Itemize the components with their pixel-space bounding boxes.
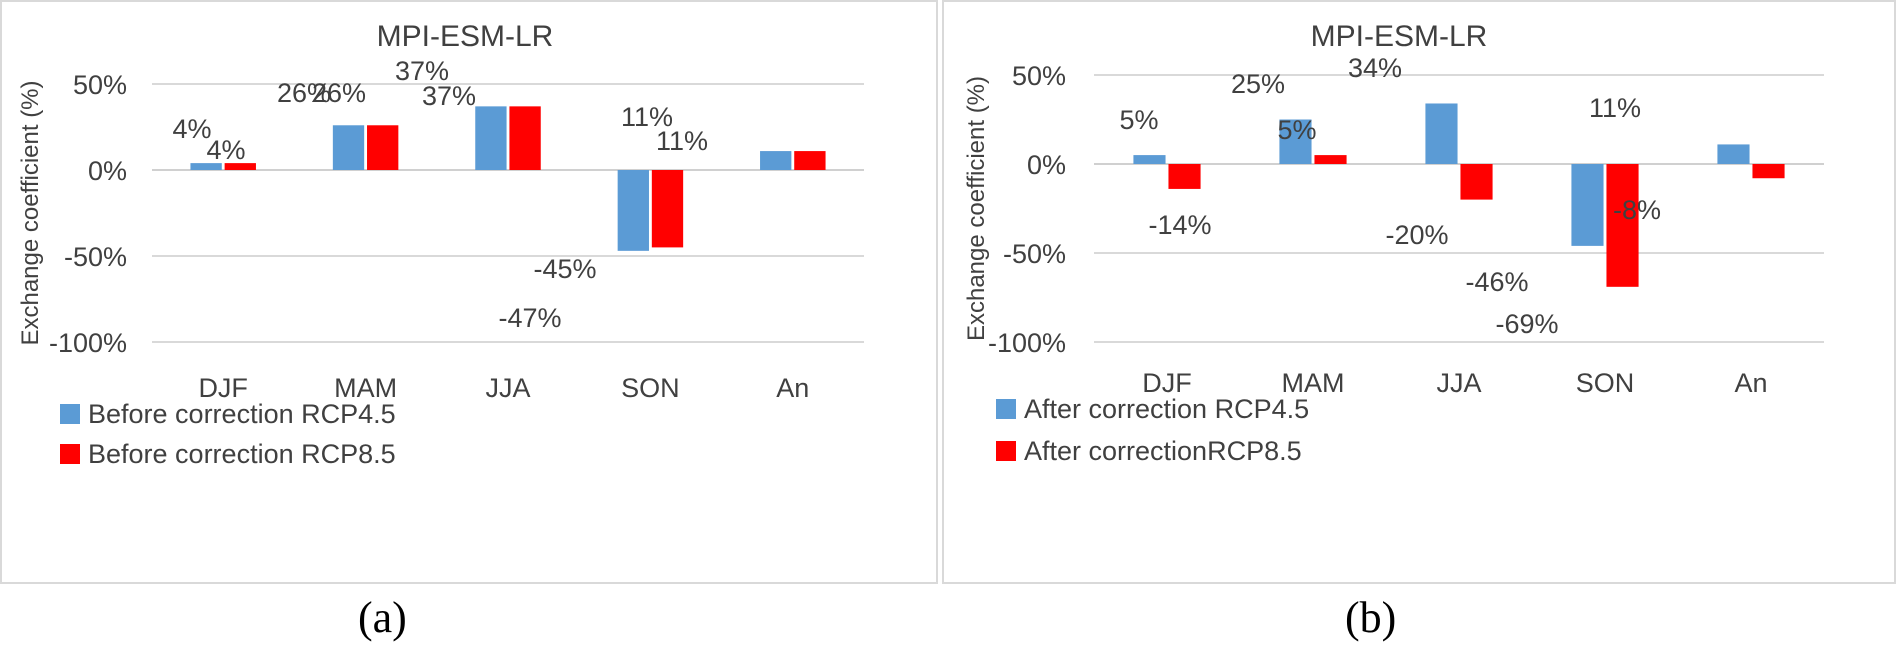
y-tick-label: 0%	[88, 156, 127, 186]
legend-label: After correction RCP4.5	[1024, 394, 1309, 424]
x-tick-label-son: SON	[1576, 368, 1635, 398]
bar-series1-mam	[332, 125, 365, 170]
bar-series1-djf	[1133, 155, 1166, 164]
x-tick-label-son: SON	[621, 373, 680, 403]
x-tick-label-djf: DJF	[198, 373, 248, 403]
chart-a: MPI-ESM-LR 50% 0% -50% -100%Exchange coeffic…	[17, 20, 864, 469]
chart-panel-b: MPI-ESM-LR 50% 0% -50% -100% Exchange coeffic…	[942, 0, 1896, 584]
legend-swatch	[60, 404, 80, 424]
bar-series2-son	[651, 170, 684, 248]
y-axis-label: Exchange coefficient (%)	[963, 76, 990, 341]
x-tick-label-djf: DJF	[1142, 368, 1192, 398]
legend-swatch	[996, 441, 1016, 461]
data-label: 11%	[656, 126, 708, 156]
y-tick-label: 50%	[1012, 61, 1066, 91]
data-label: -45%	[533, 254, 596, 284]
data-label: 5%	[1277, 115, 1316, 145]
y-tick-label: -50%	[64, 242, 127, 272]
legend-swatch	[996, 399, 1016, 419]
data-label: 34%	[1348, 53, 1402, 83]
bar-series2-jja	[1460, 164, 1493, 200]
bar-series1-jja	[1425, 103, 1458, 164]
x-tick-label-jja: JJA	[485, 373, 530, 403]
bar-series2-mam	[367, 125, 399, 170]
x-tick-label-an: An	[776, 373, 809, 403]
bar-series1-an	[1717, 144, 1750, 164]
bar-series2-mam	[1314, 155, 1347, 164]
data-label: 37%	[395, 56, 449, 86]
x-tick-label-mam: MAM	[1282, 368, 1345, 398]
chart-title: MPI-ESM-LR	[377, 20, 554, 53]
bar-series1-son	[617, 170, 649, 251]
bar-series1-an	[760, 151, 792, 170]
x-tick-label-an: An	[1734, 368, 1767, 398]
y-tick-label: 0%	[1027, 150, 1066, 180]
x-tick-label-jja: JJA	[1436, 368, 1481, 398]
data-label: 11%	[621, 102, 673, 132]
y-tick-label: -50%	[1003, 239, 1066, 269]
legend-label: Before correction RCP8.5	[88, 439, 396, 469]
data-label: 11%	[1589, 93, 1641, 123]
data-label: 4%	[206, 135, 245, 165]
bar-series2-djf	[1168, 164, 1201, 189]
bar-series1-mam	[1279, 119, 1312, 164]
legend-label: After correctionRCP8.5	[1024, 436, 1302, 466]
x-tick-label-mam: MAM	[334, 373, 397, 403]
caption-a: (a)	[358, 593, 407, 642]
bar-series2-an	[794, 151, 826, 170]
data-label: 26%	[277, 78, 331, 108]
bar-series1-jja	[475, 106, 507, 170]
y-axis-label: Exchange coefficient (%)	[17, 80, 44, 345]
legend-swatch	[60, 444, 80, 464]
bar-series2-son	[1606, 164, 1639, 287]
chart-b: MPI-ESM-LR 50% 0% -50% -100%Exchange coeffic…	[963, 20, 1824, 466]
data-label: 25%	[1231, 69, 1285, 99]
y-tick-label: -100%	[49, 328, 127, 358]
y-tick-label: 50%	[73, 70, 127, 100]
data-label: -14%	[1148, 210, 1211, 240]
data-label: -69%	[1495, 309, 1558, 339]
bar-series2-jja	[509, 106, 541, 170]
chart-panel-a: MPI-ESM-LR 50% 0% -50% -100% Exchange coeffic…	[0, 0, 938, 584]
data-label: 4%	[172, 114, 211, 144]
legend-label: Before correction RCP4.5	[88, 399, 396, 429]
chart-title: MPI-ESM-LR	[1311, 20, 1488, 53]
data-label: -47%	[498, 303, 561, 333]
data-label: -20%	[1385, 220, 1448, 250]
bar-series2-an	[1752, 164, 1785, 179]
bar-series1-djf	[190, 163, 222, 170]
data-label: 5%	[1119, 105, 1158, 135]
data-label: 37%	[422, 81, 476, 111]
y-tick-label: -100%	[988, 328, 1066, 358]
data-label: -46%	[1465, 267, 1528, 297]
data-label: 26%	[312, 78, 366, 108]
data-label: -8%	[1613, 195, 1661, 225]
bar-series1-son	[1571, 164, 1604, 246]
caption-b: (b)	[1345, 593, 1397, 642]
bar-series2-djf	[224, 163, 256, 170]
